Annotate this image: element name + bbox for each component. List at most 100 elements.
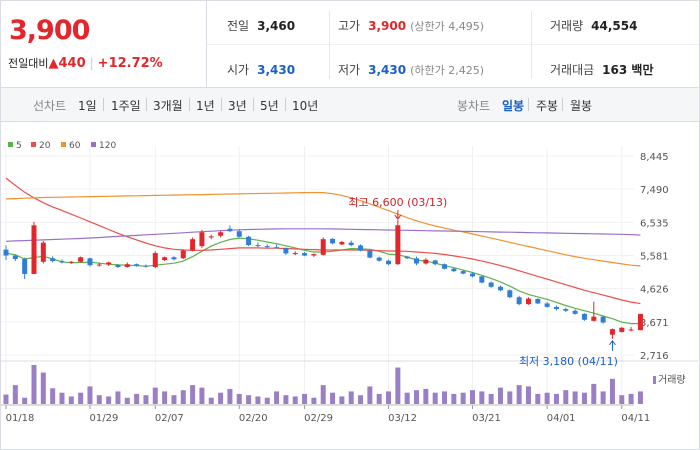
candle-body (236, 231, 242, 237)
candle-body (68, 261, 74, 263)
volume-bar (581, 392, 587, 404)
volume-bar (115, 391, 121, 404)
candle-body (320, 239, 326, 255)
candle-body (442, 264, 448, 269)
y-tick-label: 7,490 (640, 185, 669, 196)
candle-body (12, 255, 18, 259)
candle-body (348, 242, 354, 246)
change-info: 전일대비▲440 | +12.72% (8, 56, 163, 71)
y-tick-label: 2,716 (640, 351, 669, 362)
volume-bar (246, 395, 252, 404)
candle-body (460, 271, 466, 274)
candle-weekly[interactable]: 주봉 (536, 99, 559, 113)
candle-body (507, 290, 513, 298)
candle-body (395, 225, 401, 265)
candle-body (59, 261, 65, 263)
candle-body (553, 306, 559, 310)
volume-bar (497, 387, 503, 404)
annotation-low-arrowhead (609, 340, 616, 346)
volume-bar (525, 386, 531, 404)
y-tick-label: 4,626 (640, 285, 669, 296)
candle-body (40, 242, 46, 262)
volume-bar (59, 392, 65, 404)
candle-body (423, 259, 429, 264)
candle-body (264, 246, 270, 248)
ma-line-60 (5, 191, 641, 267)
volume-bar (479, 391, 485, 404)
volume-bar (292, 396, 298, 404)
volume-bar (106, 396, 112, 404)
volume-bar (218, 392, 224, 404)
candle-body (339, 241, 345, 245)
volume-bar (3, 394, 9, 404)
stat-volume: 거래량 44,554 (550, 19, 638, 33)
candle-body (106, 262, 112, 265)
change-percent: +12.72% (97, 56, 163, 71)
candle-body (330, 238, 336, 244)
up-arrow-icon: ▲ (48, 56, 59, 71)
candle-body (572, 310, 578, 314)
candle-monthly[interactable]: 월봉 (570, 99, 593, 113)
x-tick-label: 02/07 (155, 413, 184, 424)
candle-body (451, 268, 457, 272)
candle-body (22, 258, 28, 274)
candle-body (124, 264, 130, 267)
volume-bar (516, 385, 522, 404)
volume-bar (637, 391, 643, 404)
candle-body (358, 245, 364, 251)
period-1d[interactable]: 1일 (78, 99, 97, 113)
candle-body (376, 257, 382, 261)
candle-body (162, 257, 168, 261)
candle-body (218, 232, 224, 236)
y-tick-label: 8,445 (640, 152, 669, 163)
volume-bar (227, 388, 233, 404)
volume-bar (609, 378, 615, 404)
candle-body (134, 264, 140, 266)
line-chart-label: 선차트 (33, 99, 67, 113)
x-tick-label: 03/12 (388, 413, 417, 424)
candle-body (488, 282, 494, 287)
volume-bar (367, 386, 373, 404)
period-3y[interactable]: 3년 (228, 99, 247, 113)
volume-bar (180, 390, 186, 404)
candle-body (525, 298, 531, 305)
candle-body (404, 256, 410, 259)
candle-body (115, 264, 121, 267)
volume-bar (395, 367, 401, 404)
candle-body (180, 250, 186, 259)
volume-bar (451, 393, 457, 404)
volume-bar (544, 392, 550, 404)
candle-body (479, 276, 485, 283)
volume-bar (442, 391, 448, 404)
volume-bar (152, 387, 158, 404)
candle-body (87, 258, 93, 266)
candle-body (637, 313, 643, 331)
period-1y[interactable]: 1년 (196, 99, 215, 113)
period-5y[interactable]: 5년 (260, 99, 279, 113)
candle-body (78, 257, 84, 262)
volume-bar (255, 396, 261, 404)
candle-body (311, 254, 317, 256)
legend-swatch-120 (91, 142, 96, 147)
volume-bar (78, 392, 84, 404)
volume-bar (470, 390, 475, 404)
candle-daily[interactable]: 일봉 (502, 99, 525, 113)
candle-body (497, 286, 503, 291)
candle-body (591, 316, 597, 321)
quote-header: 3,900 전일대비▲440 | +12.72% 전일 3,460 고가 3,900 (상… (0, 0, 700, 88)
volume-bar (264, 397, 270, 404)
legend-swatch-5 (8, 142, 13, 147)
volume-bar (358, 395, 364, 404)
legend-swatch-60 (61, 142, 66, 147)
candle-body (199, 232, 205, 247)
volume-bar (432, 392, 438, 404)
period-10y[interactable]: 10년 (292, 99, 319, 113)
volume-bar (600, 391, 606, 404)
volume-bar (376, 393, 382, 404)
period-1w[interactable]: 1주일 (111, 99, 141, 113)
volume-bar (274, 391, 280, 404)
period-3m[interactable]: 3개월 (153, 99, 183, 113)
volume-legend-swatch (653, 376, 656, 384)
volume-bar (311, 397, 317, 404)
y-tick-label: 6,535 (640, 218, 669, 229)
